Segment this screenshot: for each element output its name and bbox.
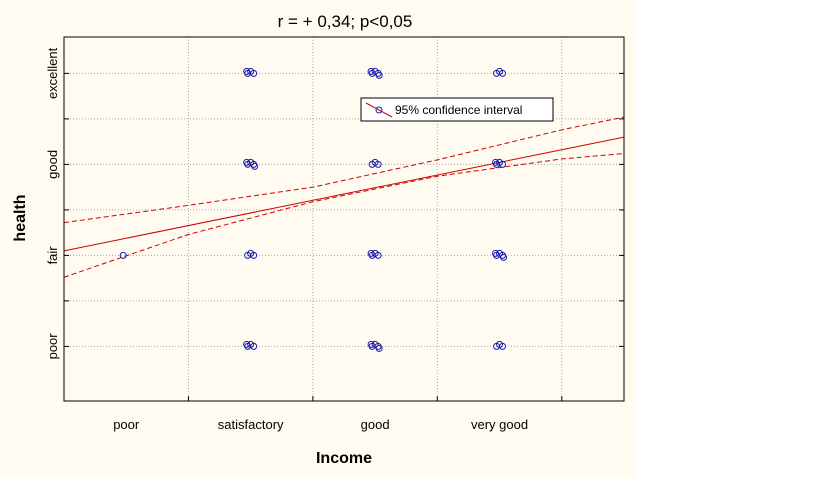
data-point xyxy=(375,71,383,79)
x-tick-label: very good xyxy=(471,417,528,432)
legend-label: 95% confidence interval xyxy=(395,103,522,117)
data-point xyxy=(371,158,379,166)
chart-title: r = + 0,34; p<0,05 xyxy=(278,12,413,31)
data-points xyxy=(119,67,508,352)
data-point xyxy=(119,251,127,259)
data-point xyxy=(251,162,259,170)
chart-panel: r = + 0,34; p<0,05 poor satisfactory good v… xyxy=(0,0,636,477)
data-point xyxy=(247,249,255,257)
data-point xyxy=(247,158,255,166)
data-point xyxy=(247,67,255,75)
data-point xyxy=(496,67,504,75)
data-point xyxy=(492,249,500,257)
y-tick-label: fair xyxy=(45,246,60,265)
data-point xyxy=(367,67,375,75)
data-point xyxy=(496,249,504,257)
data-point xyxy=(375,344,383,352)
data-point xyxy=(371,249,379,257)
x-tick-label: good xyxy=(361,417,390,432)
axis-ticks xyxy=(64,72,624,401)
legend: 95% confidence interval xyxy=(360,97,554,122)
legend-point-swatch xyxy=(375,106,383,114)
data-point xyxy=(367,340,375,348)
data-point xyxy=(371,67,379,75)
data-point xyxy=(243,67,251,75)
x-tick-label: poor xyxy=(113,417,140,432)
legend-line-swatch xyxy=(365,102,393,118)
data-point xyxy=(243,340,251,348)
y-tick-label: excellent xyxy=(45,47,60,99)
plot-frame xyxy=(63,36,625,402)
data-point xyxy=(492,158,500,166)
data-point xyxy=(371,340,379,348)
grid-lines xyxy=(64,37,624,401)
y-tick-labels: poor fair good excellent xyxy=(45,47,60,359)
confidence-upper-line xyxy=(63,116,625,224)
data-point xyxy=(500,253,508,261)
data-point xyxy=(496,158,504,166)
legend-box xyxy=(360,97,554,122)
data-point xyxy=(496,340,504,348)
data-point xyxy=(367,249,375,257)
y-tick-label: good xyxy=(45,150,60,179)
regression-line xyxy=(63,136,625,252)
x-axis-title: Income xyxy=(316,450,372,467)
x-tick-labels: poor satisfactory good very good xyxy=(113,417,528,432)
data-point xyxy=(247,340,255,348)
x-tick-label: satisfactory xyxy=(218,417,284,432)
y-tick-label: poor xyxy=(45,333,60,360)
scatter-chart: r = + 0,34; p<0,05 poor satisfactory good v… xyxy=(12,12,625,467)
confidence-band xyxy=(63,116,625,278)
confidence-lower-line xyxy=(63,152,625,278)
y-axis-title: health xyxy=(12,194,29,241)
data-point xyxy=(243,158,251,166)
